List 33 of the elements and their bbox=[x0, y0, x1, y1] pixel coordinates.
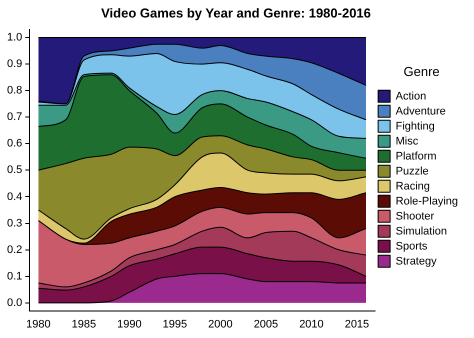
y-tick-label: 0.8 bbox=[6, 84, 22, 97]
legend-label: Role-Playing bbox=[396, 195, 458, 208]
legend-label: Platform bbox=[396, 150, 437, 162]
legend-label: Misc bbox=[396, 135, 419, 148]
legend-label: Strategy bbox=[396, 255, 438, 268]
legend-label: Adventure bbox=[396, 105, 446, 118]
y-tick-label: 0.9 bbox=[6, 58, 22, 70]
legend-label: Simulation bbox=[396, 225, 447, 238]
y-tick-label: 0.4 bbox=[6, 190, 22, 203]
x-tick-label: 1980 bbox=[26, 318, 51, 330]
y-tick-label: 0.0 bbox=[6, 296, 22, 309]
legend-label: Puzzle bbox=[396, 165, 429, 178]
legend-title: Genre bbox=[404, 64, 440, 79]
x-tick-label: 1985 bbox=[72, 318, 96, 330]
legend-label: Shooter bbox=[396, 210, 434, 222]
x-tick-label: 2015 bbox=[344, 318, 370, 330]
x-tick-label: 2010 bbox=[299, 318, 324, 330]
x-tick-label: 1990 bbox=[117, 318, 142, 330]
y-tick-label: 0.5 bbox=[6, 164, 22, 176]
y-tick-label: 0.2 bbox=[6, 244, 22, 256]
legend-label: Action bbox=[396, 90, 426, 102]
y-tick-label: 0.1 bbox=[6, 270, 22, 282]
legend-label: Fighting bbox=[396, 120, 435, 132]
y-tick-label: 1.0 bbox=[6, 32, 22, 44]
y-tick-label: 0.3 bbox=[6, 217, 22, 230]
x-tick-label: 2005 bbox=[254, 318, 278, 330]
x-tick-label: 2000 bbox=[208, 318, 233, 330]
chart-title: Video Games by Year and Genre: 1980-2016 bbox=[101, 5, 371, 20]
legend-label: Sports bbox=[396, 240, 428, 252]
y-tick-label: 0.6 bbox=[6, 138, 22, 150]
legend-label: Racing bbox=[396, 180, 430, 192]
x-tick-label: 1995 bbox=[162, 318, 188, 330]
y-tick-label: 0.7 bbox=[6, 111, 22, 124]
